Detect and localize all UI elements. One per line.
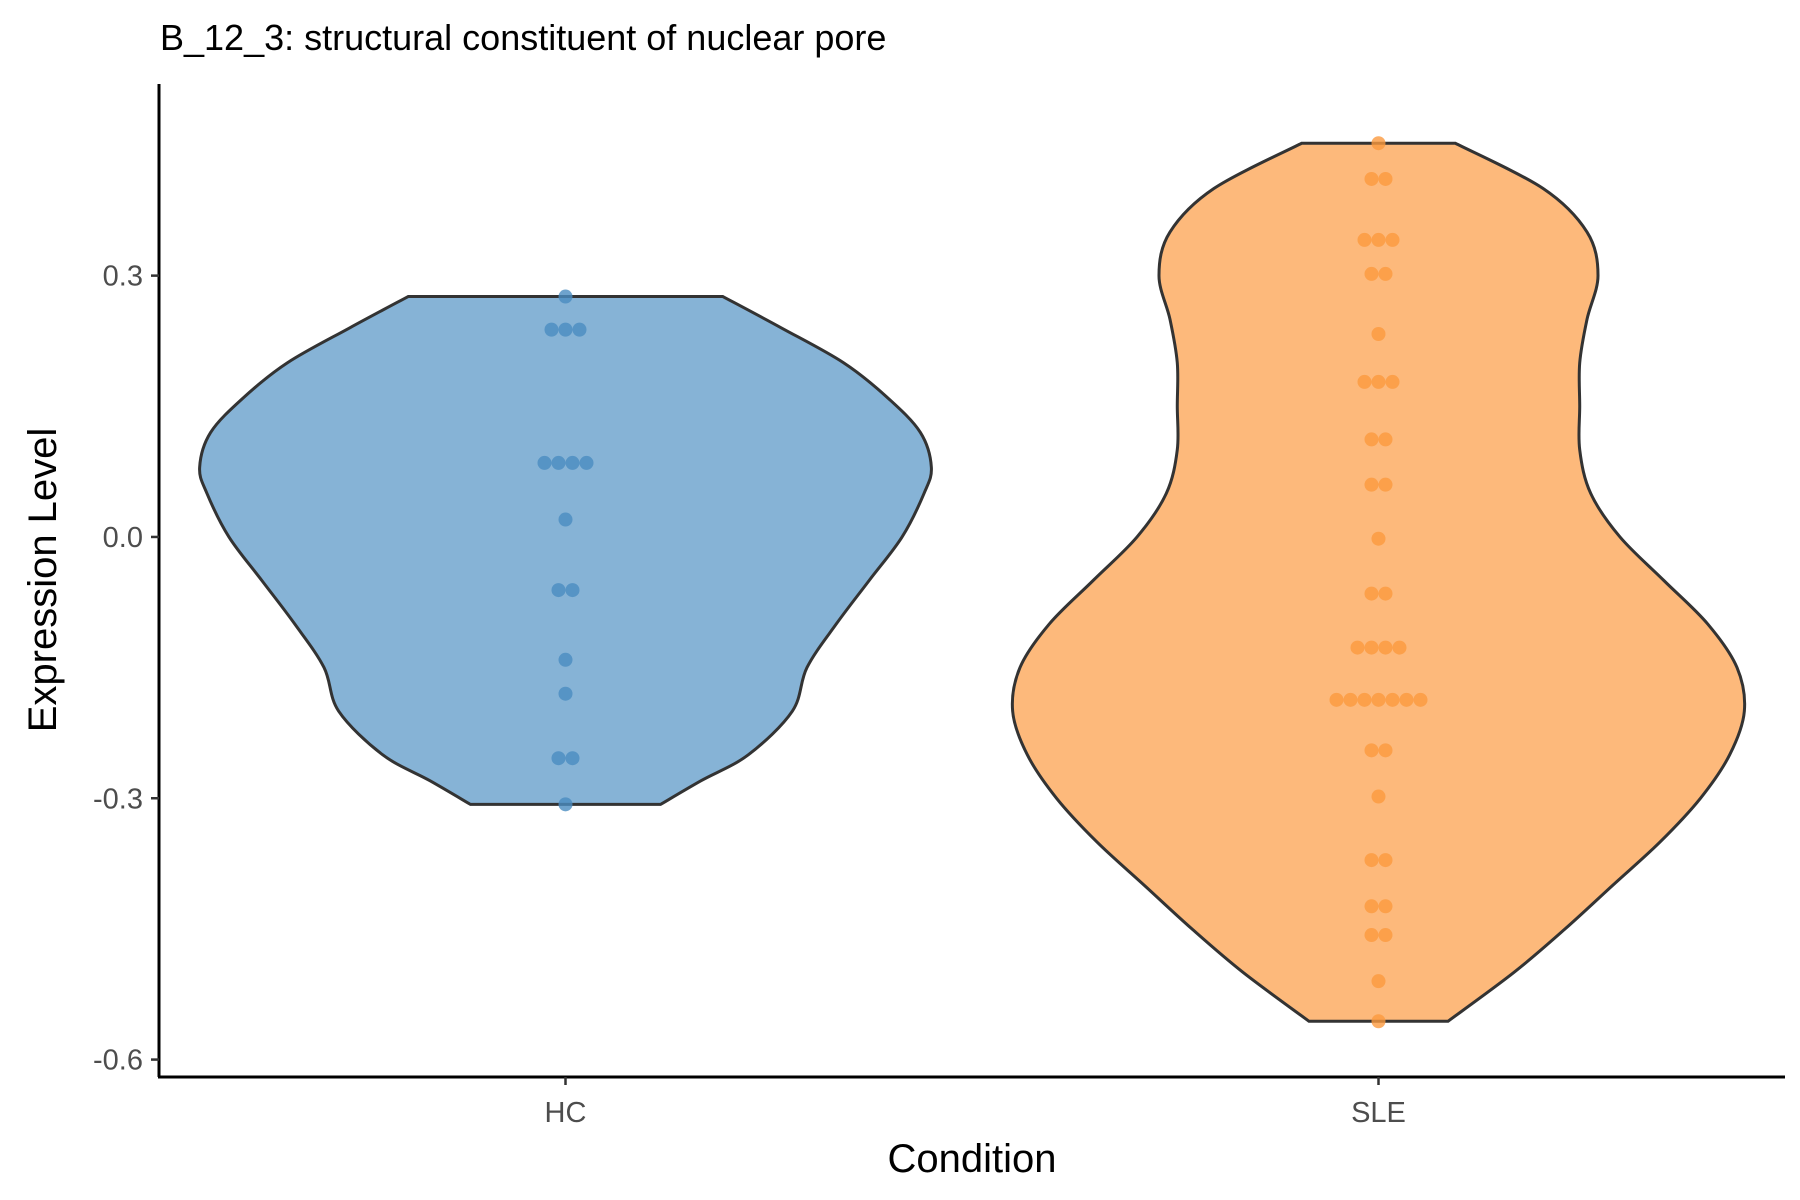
y-tick-label: -0.3: [93, 783, 143, 815]
point-layer: [537, 136, 1428, 1029]
data-point-sle: [1364, 586, 1379, 601]
data-point-sle: [1329, 692, 1344, 707]
data-point-hc: [551, 583, 566, 598]
data-point-sle: [1378, 640, 1393, 655]
data-point-sle: [1378, 743, 1393, 758]
x-axis-ticks: HC SLE: [545, 1077, 1406, 1129]
data-point-sle: [1371, 1014, 1386, 1029]
data-point-sle: [1364, 640, 1379, 655]
data-point-hc: [551, 751, 566, 766]
data-point-sle: [1378, 928, 1393, 943]
data-point-hc: [565, 455, 580, 470]
data-point-sle: [1413, 692, 1428, 707]
data-point-sle: [1364, 853, 1379, 868]
violin-hc: [198, 295, 933, 806]
data-point-sle: [1378, 899, 1393, 914]
data-point-sle: [1357, 232, 1372, 247]
data-point-sle: [1378, 477, 1393, 492]
data-point-sle: [1350, 640, 1365, 655]
data-point-sle: [1371, 326, 1386, 341]
data-point-sle: [1357, 692, 1372, 707]
data-point-sle: [1385, 374, 1400, 389]
data-point-hc: [558, 289, 573, 304]
data-point-hc: [537, 455, 552, 470]
y-tick-label: 0.3: [103, 261, 143, 293]
data-point-sle: [1371, 692, 1386, 707]
chart-title: B_12_3: structural constituent of nuclea…: [160, 17, 886, 58]
data-point-sle: [1364, 432, 1379, 447]
y-tick-label: 0.0: [103, 522, 143, 554]
data-point-sle: [1378, 266, 1393, 281]
y-axis-title: Expression Level: [21, 428, 65, 733]
data-point-hc: [565, 751, 580, 766]
data-point-hc: [544, 322, 559, 337]
data-point-sle: [1364, 899, 1379, 914]
violin-layer: [198, 141, 1747, 1023]
data-point-sle: [1371, 136, 1386, 151]
data-point-hc: [565, 583, 580, 598]
data-point-sle: [1364, 266, 1379, 281]
data-point-sle: [1399, 692, 1414, 707]
x-tick-label-hc: HC: [545, 1097, 587, 1129]
data-point-sle: [1357, 374, 1372, 389]
data-point-sle: [1392, 640, 1407, 655]
data-point-sle: [1371, 789, 1386, 804]
data-point-hc: [558, 652, 573, 667]
data-point-hc: [579, 455, 594, 470]
data-point-hc: [572, 322, 587, 337]
data-point-sle: [1371, 531, 1386, 546]
x-tick-label-sle: SLE: [1351, 1097, 1406, 1129]
data-point-sle: [1364, 928, 1379, 943]
y-axis-ticks: -0.6 -0.3 0.0 0.3: [93, 261, 159, 1077]
data-point-sle: [1378, 586, 1393, 601]
data-point-sle: [1385, 232, 1400, 247]
data-point-sle: [1378, 853, 1393, 868]
data-point-sle: [1343, 692, 1358, 707]
data-point-sle: [1364, 171, 1379, 186]
data-point-hc: [558, 512, 573, 527]
data-point-hc: [558, 322, 573, 337]
data-point-sle: [1371, 374, 1386, 389]
data-point-sle: [1364, 477, 1379, 492]
data-point-sle: [1378, 432, 1393, 447]
violin-sle: [1010, 141, 1747, 1023]
data-point-hc: [551, 455, 566, 470]
data-point-sle: [1364, 743, 1379, 758]
data-point-sle: [1385, 692, 1400, 707]
data-point-sle: [1371, 232, 1386, 247]
y-tick-label: -0.6: [93, 1045, 143, 1077]
data-point-sle: [1371, 974, 1386, 989]
data-point-hc: [558, 797, 573, 812]
data-point-hc: [558, 686, 573, 701]
x-axis-title: Condition: [887, 1137, 1056, 1181]
data-point-sle: [1378, 171, 1393, 186]
